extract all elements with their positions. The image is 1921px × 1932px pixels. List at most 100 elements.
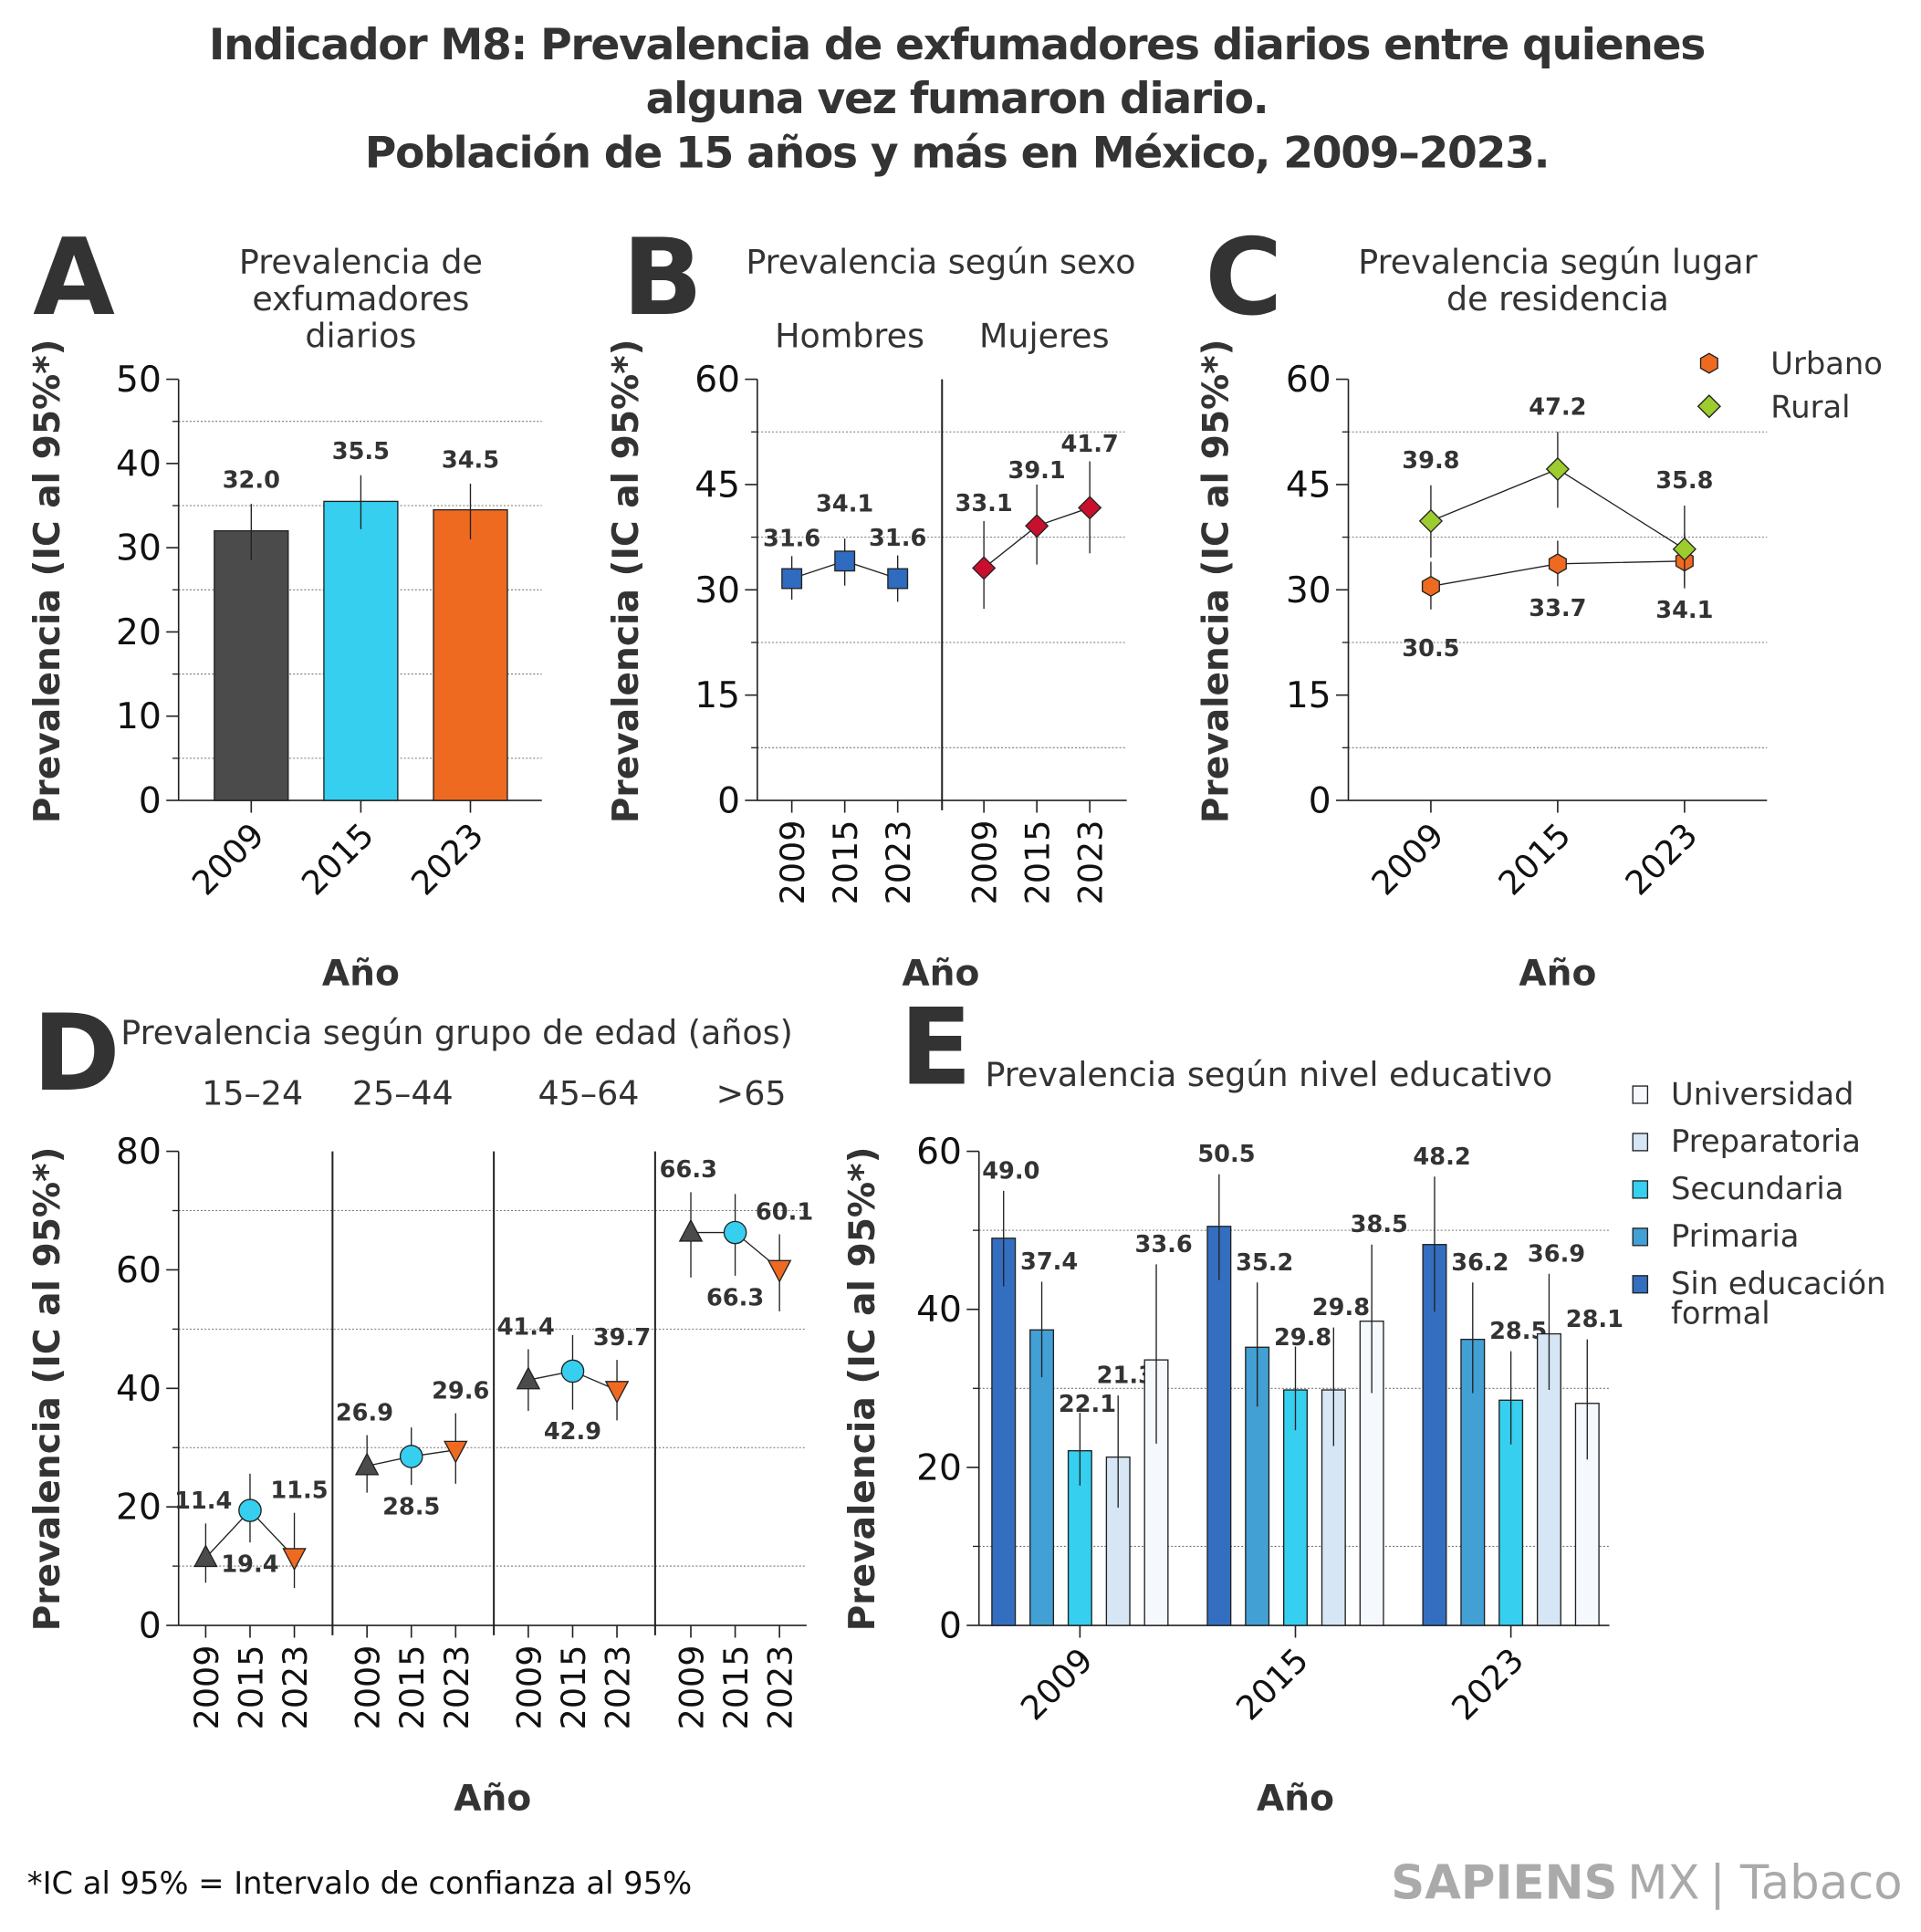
x-axis-label: Año	[1257, 1778, 1334, 1819]
y-tick-label: 0	[1309, 781, 1331, 822]
y-axis-label: Prevalencia (IC al 95%*)	[27, 339, 68, 823]
bar-sin-educación-formal-2009	[991, 1238, 1017, 1626]
bar-preparatoria-2009	[1105, 1456, 1131, 1626]
y-tick-label: 0	[939, 1606, 962, 1647]
panel-letter: D	[33, 992, 120, 1115]
legend-label: formal	[1671, 1295, 1770, 1331]
data-label: 31.6	[869, 525, 926, 552]
title-line-3: Población de 15 años y más en México, 20…	[365, 129, 1549, 179]
data-label: 36.9	[1528, 1240, 1585, 1268]
point-2015	[560, 1359, 585, 1384]
data-label: 19.4	[221, 1551, 278, 1579]
legend-label: Primaria	[1671, 1218, 1799, 1254]
y-tick-label: 40	[116, 1369, 162, 1410]
y-tick-label: 60	[116, 1250, 162, 1291]
point-hombres-2023	[887, 568, 909, 590]
panel-letter: E	[900, 986, 972, 1109]
x-tick-label: 2023	[276, 1645, 315, 1730]
point-2015	[723, 1220, 747, 1245]
data-label: 33.6	[1135, 1231, 1193, 1258]
x-tick-label: 2015	[1228, 1640, 1316, 1728]
x-axis-label: Año	[1519, 953, 1596, 994]
y-tick-label: 15	[1286, 675, 1331, 716]
y-tick-label: 15	[694, 675, 740, 716]
data-label: 28.1	[1566, 1306, 1623, 1333]
y-tick-label: 0	[717, 781, 740, 822]
bar-2009	[214, 530, 289, 801]
data-label: 38.5	[1351, 1211, 1408, 1238]
y-tick-label: 60	[1286, 360, 1331, 401]
y-tick-label: 10	[116, 696, 162, 737]
x-tick-label: 2023	[1071, 820, 1111, 905]
bar-2015	[323, 500, 399, 801]
data-label: 66.3	[706, 1284, 764, 1311]
x-tick-label: 2023	[879, 820, 918, 905]
data-label: 39.7	[593, 1324, 651, 1352]
panel-title: Prevalencia según sexo	[746, 243, 1135, 282]
legend-swatch	[1632, 1180, 1649, 1199]
group-label: Mujeres	[979, 316, 1110, 355]
data-label: 35.5	[332, 438, 390, 465]
x-tick-label: 2023	[761, 1645, 800, 1730]
panel-title: de residencia	[1446, 279, 1669, 319]
panel-title: Prevalencia según nivel educativo	[985, 1055, 1552, 1094]
logo-text: SAPIENS MX | Tabaco	[1391, 1856, 1902, 1911]
x-tick-label: 2015	[826, 820, 865, 905]
y-tick-label: 30	[694, 570, 740, 611]
legend-marker-rural	[1697, 394, 1721, 419]
data-label: 41.7	[1061, 431, 1119, 458]
y-tick-label: 20	[916, 1447, 962, 1488]
x-tick-label: 2009	[1013, 1640, 1101, 1728]
data-label: 35.2	[1236, 1249, 1293, 1277]
y-tick-label: 40	[916, 1290, 962, 1331]
x-tick-label: 2015	[1018, 820, 1058, 905]
legend-label: Urbano	[1770, 346, 1883, 381]
panel-letter: B	[622, 216, 703, 339]
x-tick-label: 2023	[403, 815, 491, 903]
y-tick-label: 45	[694, 465, 740, 506]
point-2023	[444, 1440, 468, 1464]
data-label: 36.2	[1451, 1249, 1509, 1277]
title-line-1: Indicador M8: Prevalencia de exfumadores…	[209, 20, 1705, 70]
point-rural-2015	[1545, 456, 1570, 482]
x-tick-label: 2009	[349, 1645, 388, 1730]
data-label: 60.1	[756, 1198, 813, 1226]
point-2023	[604, 1381, 630, 1405]
x-axis-label: Año	[902, 953, 979, 994]
data-label: 37.4	[1020, 1248, 1078, 1276]
y-tick-label: 0	[139, 781, 162, 822]
logo-topic: | Tabaco	[1709, 1856, 1902, 1911]
x-tick-label: 2023	[599, 1645, 638, 1730]
point-mujeres-2009	[972, 556, 997, 580]
data-label: 34.1	[1655, 597, 1713, 624]
x-tick-label: 2009	[673, 1645, 712, 1730]
x-axis-label: Año	[454, 1778, 531, 1819]
point-2023	[767, 1259, 792, 1283]
x-tick-label: 2015	[294, 815, 381, 903]
x-tick-label: 2015	[554, 1645, 593, 1730]
group-label: >65	[716, 1073, 787, 1112]
point-mujeres-2015	[1025, 514, 1049, 538]
figure-title: Indicador M8: Prevalencia de exfumadores…	[209, 20, 1706, 179]
data-label: 29.8	[1274, 1324, 1331, 1352]
data-label: 29.8	[1312, 1294, 1370, 1321]
panel-letter: A	[33, 216, 115, 339]
panel-title: diarios	[305, 316, 416, 355]
y-tick-label: 20	[116, 612, 162, 653]
data-label: 49.0	[982, 1157, 1039, 1185]
legend-swatch	[1632, 1133, 1649, 1152]
x-tick-label: 2009	[966, 820, 1005, 905]
data-label: 29.6	[432, 1377, 489, 1405]
y-axis-label: Prevalencia (IC al 95%*)	[606, 339, 647, 823]
point-2015	[238, 1499, 262, 1522]
point-hombres-2009	[781, 568, 803, 590]
legend-marker-urbano	[1699, 352, 1718, 374]
x-axis-label: Año	[322, 953, 400, 994]
x-tick-label: 2009	[773, 820, 812, 905]
x-tick-label: 2015	[392, 1645, 432, 1730]
y-axis-label: Prevalencia (IC al 95%*)	[27, 1147, 68, 1632]
data-label: 11.5	[270, 1477, 328, 1504]
